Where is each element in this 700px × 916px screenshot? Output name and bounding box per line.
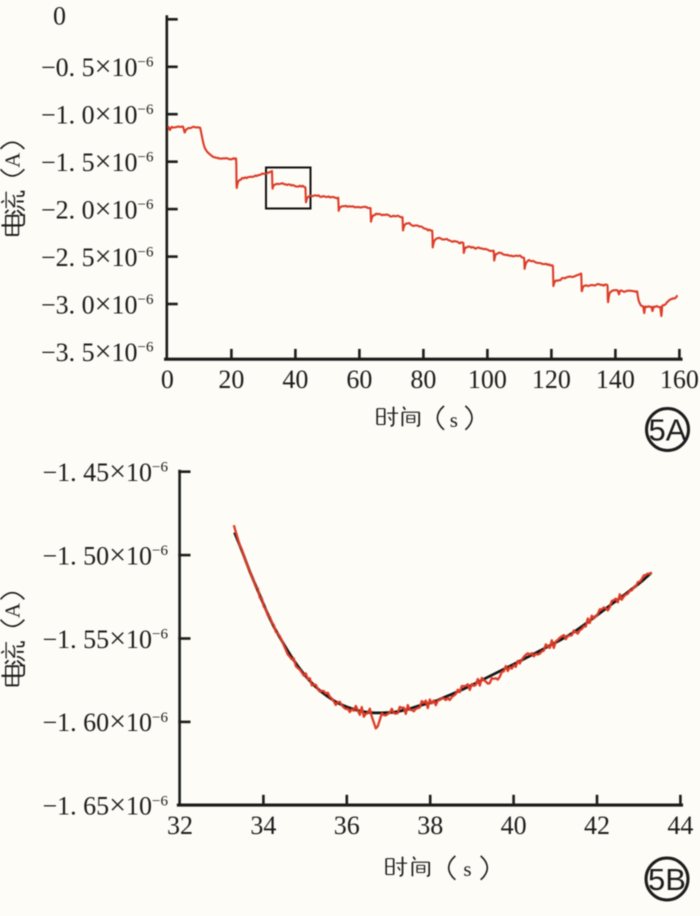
svg-text:−3. 0×10−6: −3. 0×10−6 — [41, 287, 154, 320]
svg-text:36: 36 — [334, 811, 360, 840]
svg-text:120: 120 — [532, 365, 571, 394]
svg-text:−1. 65×10−6: −1. 65×10−6 — [42, 789, 168, 822]
svg-text:60: 60 — [346, 365, 372, 394]
svg-text:−2. 0×10−6: −2. 0×10−6 — [41, 192, 154, 225]
svg-text:5B: 5B — [648, 862, 686, 897]
svg-text:−3. 5×10−6: −3. 5×10−6 — [41, 335, 154, 368]
svg-text:34: 34 — [250, 811, 276, 840]
svg-text:−2. 5×10−6: −2. 5×10−6 — [41, 240, 154, 273]
svg-text:140: 140 — [596, 365, 635, 394]
svg-text:s: s — [450, 408, 458, 432]
svg-text:−1. 45×10−6: −1. 45×10−6 — [42, 455, 168, 488]
svg-text:40: 40 — [282, 365, 308, 394]
svg-text:−0. 5×10−6: −0. 5×10−6 — [41, 50, 154, 83]
svg-text:−1. 5×10−6: −1. 5×10−6 — [41, 145, 154, 178]
svg-text:42: 42 — [584, 811, 610, 840]
svg-text:5A: 5A — [649, 413, 687, 448]
svg-text:0: 0 — [161, 365, 174, 394]
svg-text:−1. 50×10−6: −1. 50×10−6 — [42, 538, 168, 571]
svg-text:20: 20 — [218, 365, 244, 394]
svg-text:32: 32 — [167, 811, 193, 840]
svg-text:0: 0 — [53, 1, 66, 30]
svg-text:−1. 60×10−6: −1. 60×10−6 — [42, 705, 168, 738]
svg-text:44: 44 — [667, 811, 693, 840]
svg-text:160: 160 — [660, 365, 699, 394]
svg-text:−1. 0×10−6: −1. 0×10−6 — [41, 98, 154, 131]
svg-text:s: s — [463, 857, 471, 881]
svg-text:80: 80 — [410, 365, 436, 394]
svg-text:38: 38 — [417, 811, 443, 840]
svg-text:100: 100 — [468, 365, 507, 394]
svg-text:40: 40 — [501, 811, 527, 840]
svg-text:A: A — [1, 152, 25, 168]
svg-text:A: A — [1, 602, 25, 618]
svg-text:−1. 55×10−6: −1. 55×10−6 — [42, 622, 168, 655]
